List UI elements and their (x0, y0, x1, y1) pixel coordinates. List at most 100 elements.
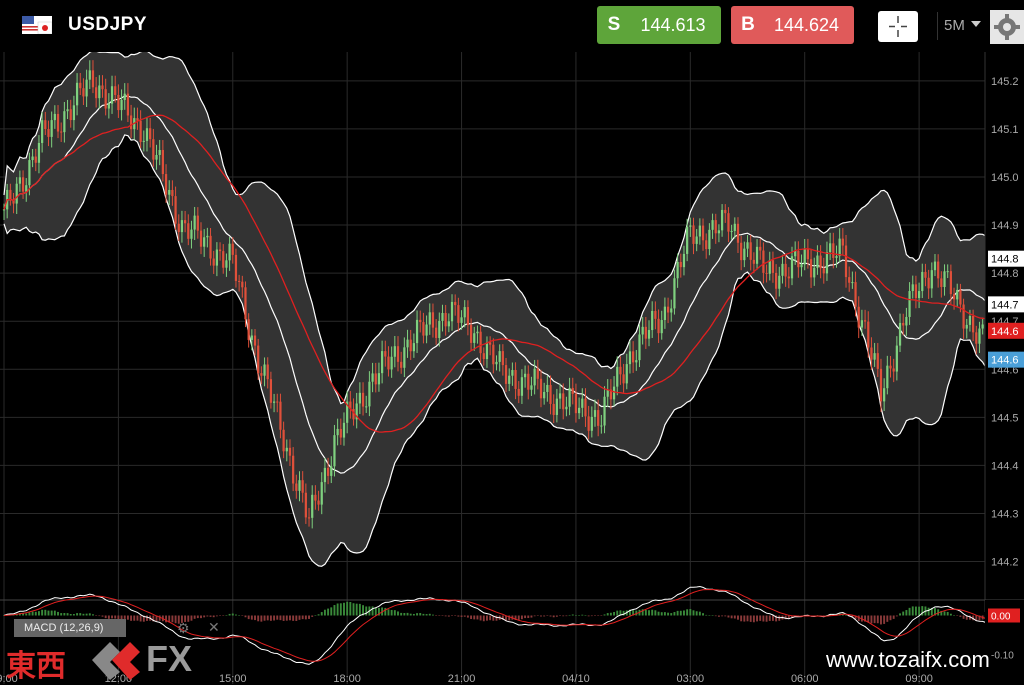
macd-histogram-bar (743, 615, 746, 622)
candle-body (889, 365, 892, 369)
candle-body (759, 246, 762, 251)
macd-histogram-bar (333, 605, 336, 616)
candle-body (336, 428, 339, 436)
price-marker-label: 144.6 (991, 326, 1019, 338)
macd-histogram-bar (905, 610, 908, 616)
candle-body (285, 447, 288, 452)
candle-body (873, 353, 876, 360)
candle-body (53, 113, 56, 121)
time-tick-label: 04/10 (562, 673, 590, 684)
macd-histogram-bar (752, 615, 755, 623)
macd-histogram-bar (962, 615, 965, 619)
macd-close-icon[interactable]: ✕ (208, 619, 220, 635)
candle-body (578, 407, 581, 414)
macd-badge (988, 608, 1020, 623)
candle-body (883, 388, 886, 402)
macd-histogram-bar (857, 615, 860, 622)
candle-body (822, 268, 825, 274)
candle-body (771, 260, 775, 273)
candle-body (574, 393, 578, 414)
candle-body (69, 109, 72, 121)
candle-body (517, 388, 520, 396)
candle-body (253, 335, 257, 346)
price-chart[interactable]: 145.2 145.1 145.0 144.9 144.8 144.7 144.6 144.5… (0, 52, 1024, 684)
macd-histogram-bar (304, 615, 307, 620)
macd-histogram-bar (683, 610, 685, 616)
candle-body (647, 330, 651, 339)
candle-body (768, 260, 771, 274)
macd-histogram-bar (654, 610, 657, 616)
candle-body (962, 304, 965, 329)
macd-histogram-bar (85, 613, 88, 616)
macd-histogram-bar (257, 615, 260, 622)
candle-body (387, 356, 390, 370)
macd-histogram-bar (692, 610, 695, 616)
macd-histogram-bar (495, 615, 498, 621)
buy-button[interactable]: B 144.624 (731, 6, 854, 44)
macd-histogram-bar (540, 615, 542, 617)
macd-histogram-bar (714, 615, 717, 617)
candle-body (584, 398, 587, 417)
macd-histogram-bar (765, 615, 768, 622)
candle-body (311, 494, 314, 518)
candle-body (63, 111, 66, 133)
sell-button[interactable]: S 144.613 (597, 6, 721, 44)
candle-body (234, 254, 238, 281)
candle-body (104, 89, 107, 109)
timeframe-selector[interactable]: 5M (937, 12, 983, 40)
macd-histogram-bar (730, 615, 733, 619)
candle-body (428, 312, 431, 325)
price-tick-label: 144.9 (991, 220, 1019, 232)
time-tick-label: 18:00 (333, 673, 361, 684)
macd-settings-icon[interactable]: ⚙ (177, 620, 190, 636)
candle-body (422, 322, 425, 336)
candle-body (930, 270, 933, 289)
timeframe-value: 5M (944, 17, 965, 34)
candle-body (12, 199, 15, 204)
crosshair-button[interactable] (878, 11, 918, 42)
candle-body (339, 428, 342, 438)
candle-body (292, 455, 295, 484)
macd-histogram-bar (190, 615, 193, 621)
candle-body (358, 392, 361, 404)
candle-body (307, 517, 311, 519)
candle-body (523, 373, 527, 378)
macd-histogram-bar (336, 603, 339, 616)
candle-body (466, 307, 470, 326)
macd-histogram-bar (28, 612, 31, 616)
candle-body (41, 120, 44, 143)
macd-histogram-bar (374, 607, 377, 616)
candle-body (644, 326, 647, 339)
macd-histogram-bar (441, 615, 444, 616)
macd-histogram-bar (279, 615, 282, 621)
macd-histogram-bar (644, 609, 647, 616)
candlesticks (2, 60, 987, 529)
macd-histogram-bar (470, 615, 473, 620)
candle-body (190, 229, 193, 239)
macd-histogram-bar (365, 606, 368, 616)
macd-histogram-bar (791, 615, 793, 618)
macd-histogram-bar (196, 615, 199, 619)
macd-histogram-bar (438, 615, 441, 616)
candle-body (142, 140, 145, 142)
candle-body (330, 466, 333, 476)
macd-label[interactable]: MACD (12,26,9) (14, 619, 126, 637)
macd-histogram-bar (63, 612, 66, 616)
price-tick-label: 145.0 (991, 172, 1019, 184)
macd-histogram-bar (568, 614, 571, 616)
macd-histogram-bar (851, 615, 854, 618)
candle-body (257, 345, 260, 374)
macd-signal-line (3, 588, 986, 662)
candle-body (666, 306, 670, 313)
candle-body (272, 401, 276, 403)
candle-body (749, 242, 752, 260)
settings-button[interactable] (990, 10, 1024, 44)
candle-body (562, 393, 565, 410)
candle-body (972, 316, 975, 333)
macd-histogram-bar (635, 610, 638, 616)
macd-histogram-bar (3, 615, 5, 616)
candle-body (301, 480, 304, 493)
candle-body (635, 360, 638, 363)
candle-body (530, 385, 533, 390)
candle-body (533, 368, 536, 386)
